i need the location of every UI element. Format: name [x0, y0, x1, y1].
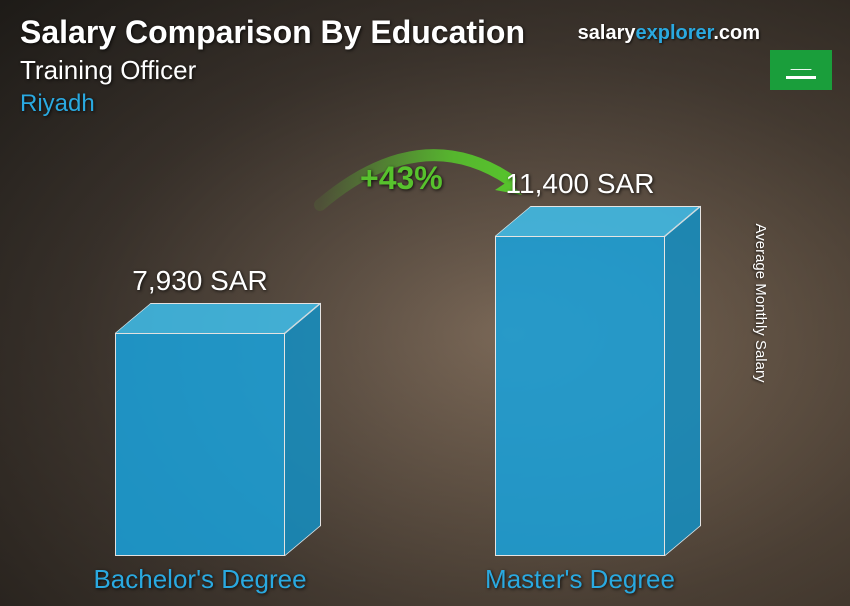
bar-category-label: Master's Degree — [485, 564, 675, 595]
infographic-container: Salary Comparison By Education Training … — [0, 0, 850, 606]
bar-value-label: 11,400 SAR — [506, 168, 655, 200]
bar-front-face — [115, 333, 285, 556]
brand-suffix: explorer — [635, 22, 713, 44]
subtitle-location: Riyadh — [20, 90, 525, 118]
bar-value-label: 7,930 SAR — [132, 265, 267, 297]
subtitle-job: Training Officer — [20, 55, 525, 86]
flag-icon: ـــــــ — [770, 50, 832, 90]
header-block: Salary Comparison By Education Training … — [20, 14, 525, 118]
bar-side-face — [665, 206, 701, 556]
brand-prefix: salary — [578, 22, 636, 44]
bar-category-label: Bachelor's Degree — [93, 564, 306, 595]
country-flag: ـــــــ — [770, 50, 832, 90]
svg-text:ـــــــ: ـــــــ — [790, 62, 813, 73]
bar-side-face — [285, 303, 321, 556]
main-title: Salary Comparison By Education — [20, 14, 525, 51]
bar-0: 7,930 SARBachelor's Degree — [115, 333, 285, 556]
bar-front-face — [495, 236, 665, 556]
bar-1: 11,400 SARMaster's Degree — [495, 236, 665, 556]
brand-tld: .com — [713, 22, 760, 44]
brand-logo: salaryexplorer.com — [578, 22, 760, 45]
chart-area: 7,930 SARBachelor's Degree11,400 SARMast… — [0, 140, 850, 606]
